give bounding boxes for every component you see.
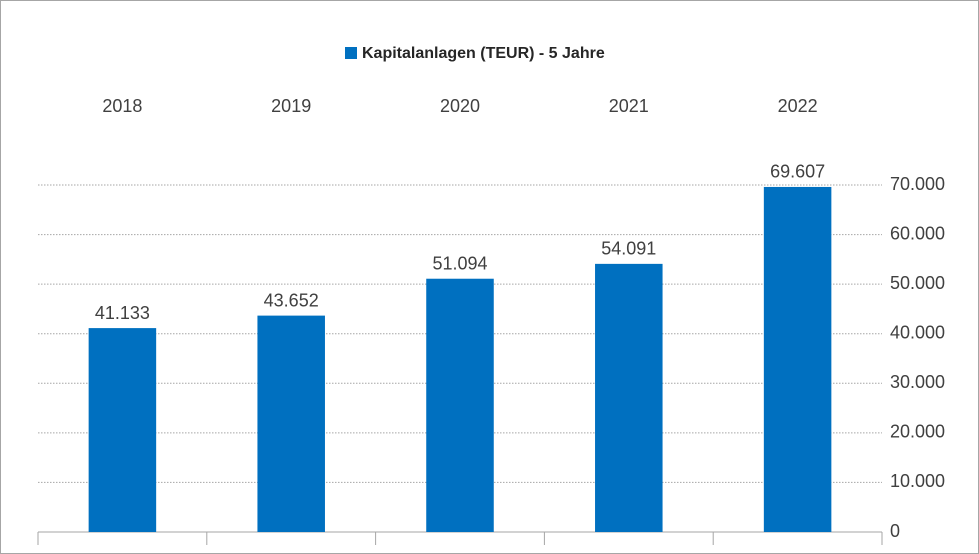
value-label: 51.094 (432, 253, 487, 273)
y-tick-label: 10.000 (890, 471, 945, 491)
bar (426, 278, 494, 532)
value-label: 54.091 (601, 239, 656, 259)
x-tick-label: 2020 (440, 96, 480, 116)
legend-swatch (345, 47, 357, 59)
y-tick-label: 70.000 (890, 174, 945, 194)
x-tick-label: 2021 (609, 96, 649, 116)
bar (595, 263, 663, 532)
bar (257, 315, 325, 532)
y-tick-label: 20.000 (890, 422, 945, 442)
y-tick-label: 60.000 (890, 223, 945, 243)
x-tick-label: 2019 (271, 96, 311, 116)
value-label: 69.607 (770, 162, 825, 182)
value-label: 43.652 (264, 290, 319, 310)
bar (763, 186, 832, 532)
x-tick-label: 2018 (102, 96, 142, 116)
legend-label: Kapitalanlagen (TEUR) - 5 Jahre (362, 45, 605, 62)
y-tick-label: 40.000 (890, 322, 945, 342)
y-tick-label: 50.000 (890, 273, 945, 293)
y-tick-label: 30.000 (890, 372, 945, 392)
bar (88, 328, 157, 532)
value-label: 41.133 (95, 303, 150, 323)
y-tick-label: 0 (890, 521, 900, 541)
x-tick-label: 2022 (778, 96, 818, 116)
